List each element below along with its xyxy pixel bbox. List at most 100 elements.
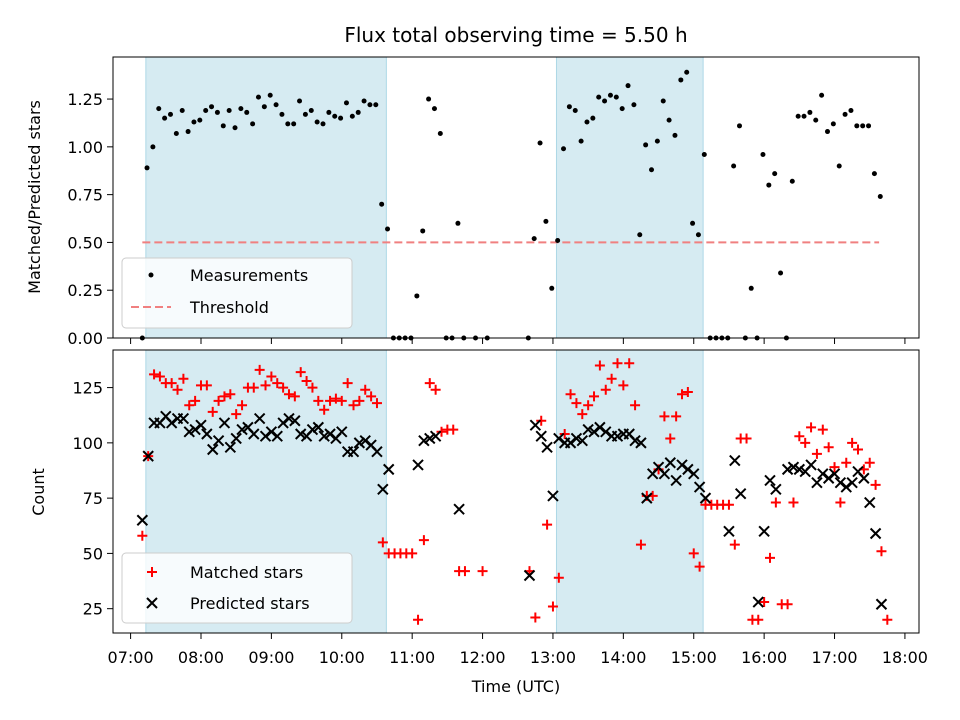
top-y-axis: 0.00 0.25 0.50 0.75 1.00 1.25 xyxy=(67,90,113,348)
predicted-point xyxy=(541,441,553,453)
measurement-point xyxy=(649,167,655,173)
matched-point xyxy=(301,375,312,386)
matched-point xyxy=(330,393,341,404)
predicted-point xyxy=(324,428,336,440)
predicted-point xyxy=(635,437,647,449)
measurement-point xyxy=(842,111,848,117)
predicted-point xyxy=(588,426,600,438)
matched-point xyxy=(166,378,177,389)
matched-point xyxy=(565,389,576,400)
predicted-point xyxy=(312,421,325,434)
matched-point xyxy=(137,530,148,541)
bottom-legend-box xyxy=(121,552,353,624)
measurement-point xyxy=(860,123,866,129)
predicted-point xyxy=(382,463,395,476)
measurement-point xyxy=(349,113,355,119)
measurement-point xyxy=(214,109,220,115)
matched-point xyxy=(313,395,324,406)
measurement-point xyxy=(144,165,150,171)
predicted-point xyxy=(858,472,870,484)
matched-point xyxy=(283,389,294,400)
measurement-point xyxy=(361,98,367,104)
matched-point xyxy=(342,378,353,389)
matched-point xyxy=(178,373,189,384)
measurement-point xyxy=(279,111,285,117)
measurement-point xyxy=(584,119,590,125)
predicted-point xyxy=(758,525,770,538)
matched-point xyxy=(207,406,218,417)
predicted-point xyxy=(564,437,577,449)
measurement-point xyxy=(414,293,420,299)
measurement-point xyxy=(566,104,572,110)
predicted-point xyxy=(218,417,231,429)
bottom-panel: 25 50 75 100 125 07:00 08:00 09:00 10:00 11:00 12… xyxy=(29,349,928,696)
measurement-point xyxy=(314,119,320,125)
predicted-point xyxy=(600,426,612,438)
matched-point xyxy=(459,566,470,577)
legend-predicted-marker xyxy=(146,597,158,609)
measurement-point xyxy=(555,238,561,244)
predicted-point xyxy=(846,476,858,489)
measurement-point xyxy=(320,121,326,127)
predicted-point xyxy=(864,496,876,509)
matched-point xyxy=(225,389,236,400)
y-tick-label: 100 xyxy=(72,434,103,453)
measurement-point xyxy=(302,111,308,117)
matched-point xyxy=(354,395,365,406)
measurement-point xyxy=(367,102,373,108)
measurement-point xyxy=(379,201,385,207)
matched-point xyxy=(671,411,682,422)
x-tick-label: 16:00 xyxy=(741,648,787,667)
matched-point xyxy=(149,369,160,380)
matched-point xyxy=(295,367,306,378)
measurement-point xyxy=(625,83,631,89)
measurement-point xyxy=(255,94,261,100)
shaded-interval xyxy=(555,56,704,339)
matched-point xyxy=(741,433,752,444)
measurement-point xyxy=(772,171,778,177)
bottom-y-label: Count xyxy=(29,468,48,516)
measurement-point xyxy=(748,285,754,291)
matched-point xyxy=(847,437,858,448)
predicted-point xyxy=(664,457,676,469)
measurement-point xyxy=(343,100,349,106)
matched-point xyxy=(600,384,611,395)
matched-point xyxy=(577,409,588,420)
measurement-point xyxy=(203,108,209,114)
matched-point xyxy=(583,400,594,411)
predicted-point xyxy=(875,598,888,610)
top-y-label: Matched/Predicted stars xyxy=(25,100,44,294)
predicted-point xyxy=(265,426,278,438)
predicted-point xyxy=(523,569,536,582)
measurement-point xyxy=(373,102,379,108)
matched-point xyxy=(325,395,336,406)
measurement-point xyxy=(736,123,742,129)
measurement-point xyxy=(537,140,543,146)
predicted-point xyxy=(253,412,266,425)
predicted-point xyxy=(547,490,559,502)
measurement-point xyxy=(789,178,795,184)
measurement-point xyxy=(561,146,567,152)
matched-point xyxy=(723,499,734,510)
predicted-point xyxy=(136,514,149,526)
matched-point xyxy=(377,537,388,548)
matched-point xyxy=(759,597,770,608)
measurement-point xyxy=(619,106,625,112)
matched-point xyxy=(418,535,429,546)
measurement-point xyxy=(191,119,197,125)
matched-point xyxy=(201,380,212,391)
x-axis-label: Time (UTC) xyxy=(471,677,560,696)
matched-point xyxy=(806,422,817,433)
y-tick-label: 125 xyxy=(72,379,103,398)
y-tick-label: 1.00 xyxy=(67,138,103,157)
matched-point xyxy=(366,391,377,402)
measurement-point xyxy=(297,98,303,104)
matched-point xyxy=(248,382,259,393)
matched-point xyxy=(307,382,318,393)
matched-point xyxy=(407,548,418,559)
matched-point xyxy=(589,391,600,402)
predicted-point xyxy=(729,454,741,467)
matched-point xyxy=(882,614,893,625)
matched-point xyxy=(371,398,382,409)
x-tick-label: 13:00 xyxy=(530,648,576,667)
